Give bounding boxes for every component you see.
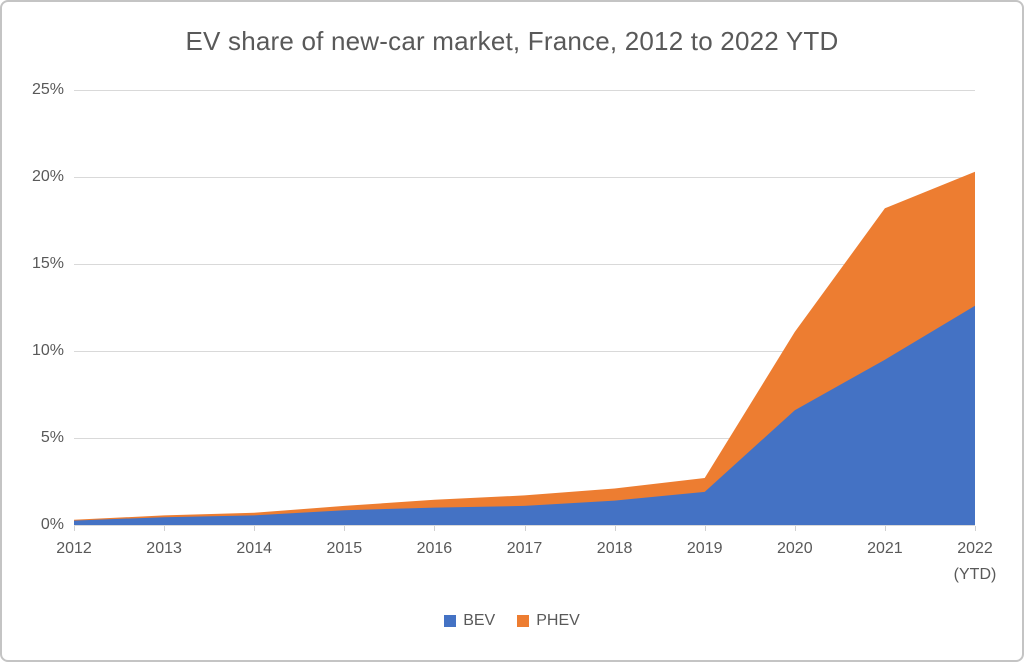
stacked-area-plot — [74, 171, 975, 525]
legend-swatch-bev — [444, 615, 457, 627]
legend-swatch-phev — [517, 615, 530, 627]
y-axis-tick-label: 0% — [40, 516, 64, 533]
x-axis-tick-label: 2015 — [326, 540, 363, 557]
chart-title: EV share of new-car market, France, 2012… — [185, 26, 839, 56]
y-axis-tick-label: 15% — [31, 255, 64, 272]
gridline — [74, 351, 975, 352]
gridline — [74, 525, 975, 526]
x-axis-tick-label: 2022 (YTD) — [953, 540, 997, 584]
area-series-bev — [74, 305, 975, 525]
gridline — [74, 438, 975, 439]
x-axis-tick-label: 2013 — [146, 540, 182, 557]
x-axis-tick-label: 2021 — [867, 540, 903, 557]
x-axis-tick-mark — [254, 526, 256, 531]
x-axis-tick-label: 2019 — [686, 540, 723, 557]
gridline — [74, 264, 975, 265]
gridline — [74, 90, 975, 91]
area-series-phev — [74, 171, 975, 525]
x-axis-tick-mark — [524, 526, 526, 531]
x-axis-tick-mark — [74, 526, 75, 531]
legend: BEV PHEV — [2, 612, 1022, 630]
legend-item-bev: BEV — [444, 612, 495, 630]
legend-label: BEV — [463, 612, 496, 629]
x-axis-tick-mark — [344, 526, 346, 531]
legend-item-phev: PHEV — [517, 612, 580, 630]
x-axis-tick-mark — [614, 526, 616, 531]
x-axis-tick-mark — [794, 526, 796, 531]
x-axis-tick-mark — [884, 526, 886, 531]
x-axis-tick-label: 2018 — [596, 540, 633, 557]
x-axis-tick-mark — [164, 526, 166, 531]
x-axis-tick-label: 2014 — [236, 540, 272, 557]
y-axis-tick-label: 5% — [40, 429, 64, 446]
x-axis-tick-mark — [434, 526, 436, 531]
x-axis-tick-mark — [704, 526, 706, 531]
x-axis-tick-label: 2012 — [56, 540, 92, 557]
x-axis-tick-label: 2020 — [777, 540, 813, 557]
y-axis-tick-label: 25% — [31, 81, 64, 98]
x-axis-tick-mark — [975, 526, 976, 531]
plot-area — [74, 90, 975, 526]
x-axis-tick-label: 2016 — [416, 540, 453, 557]
y-axis-tick-label: 20% — [31, 168, 64, 185]
x-axis-tick-label: 2017 — [506, 540, 543, 557]
gridline — [74, 177, 975, 178]
y-axis-tick-label: 10% — [31, 342, 64, 359]
legend-label: PHEV — [536, 612, 580, 629]
